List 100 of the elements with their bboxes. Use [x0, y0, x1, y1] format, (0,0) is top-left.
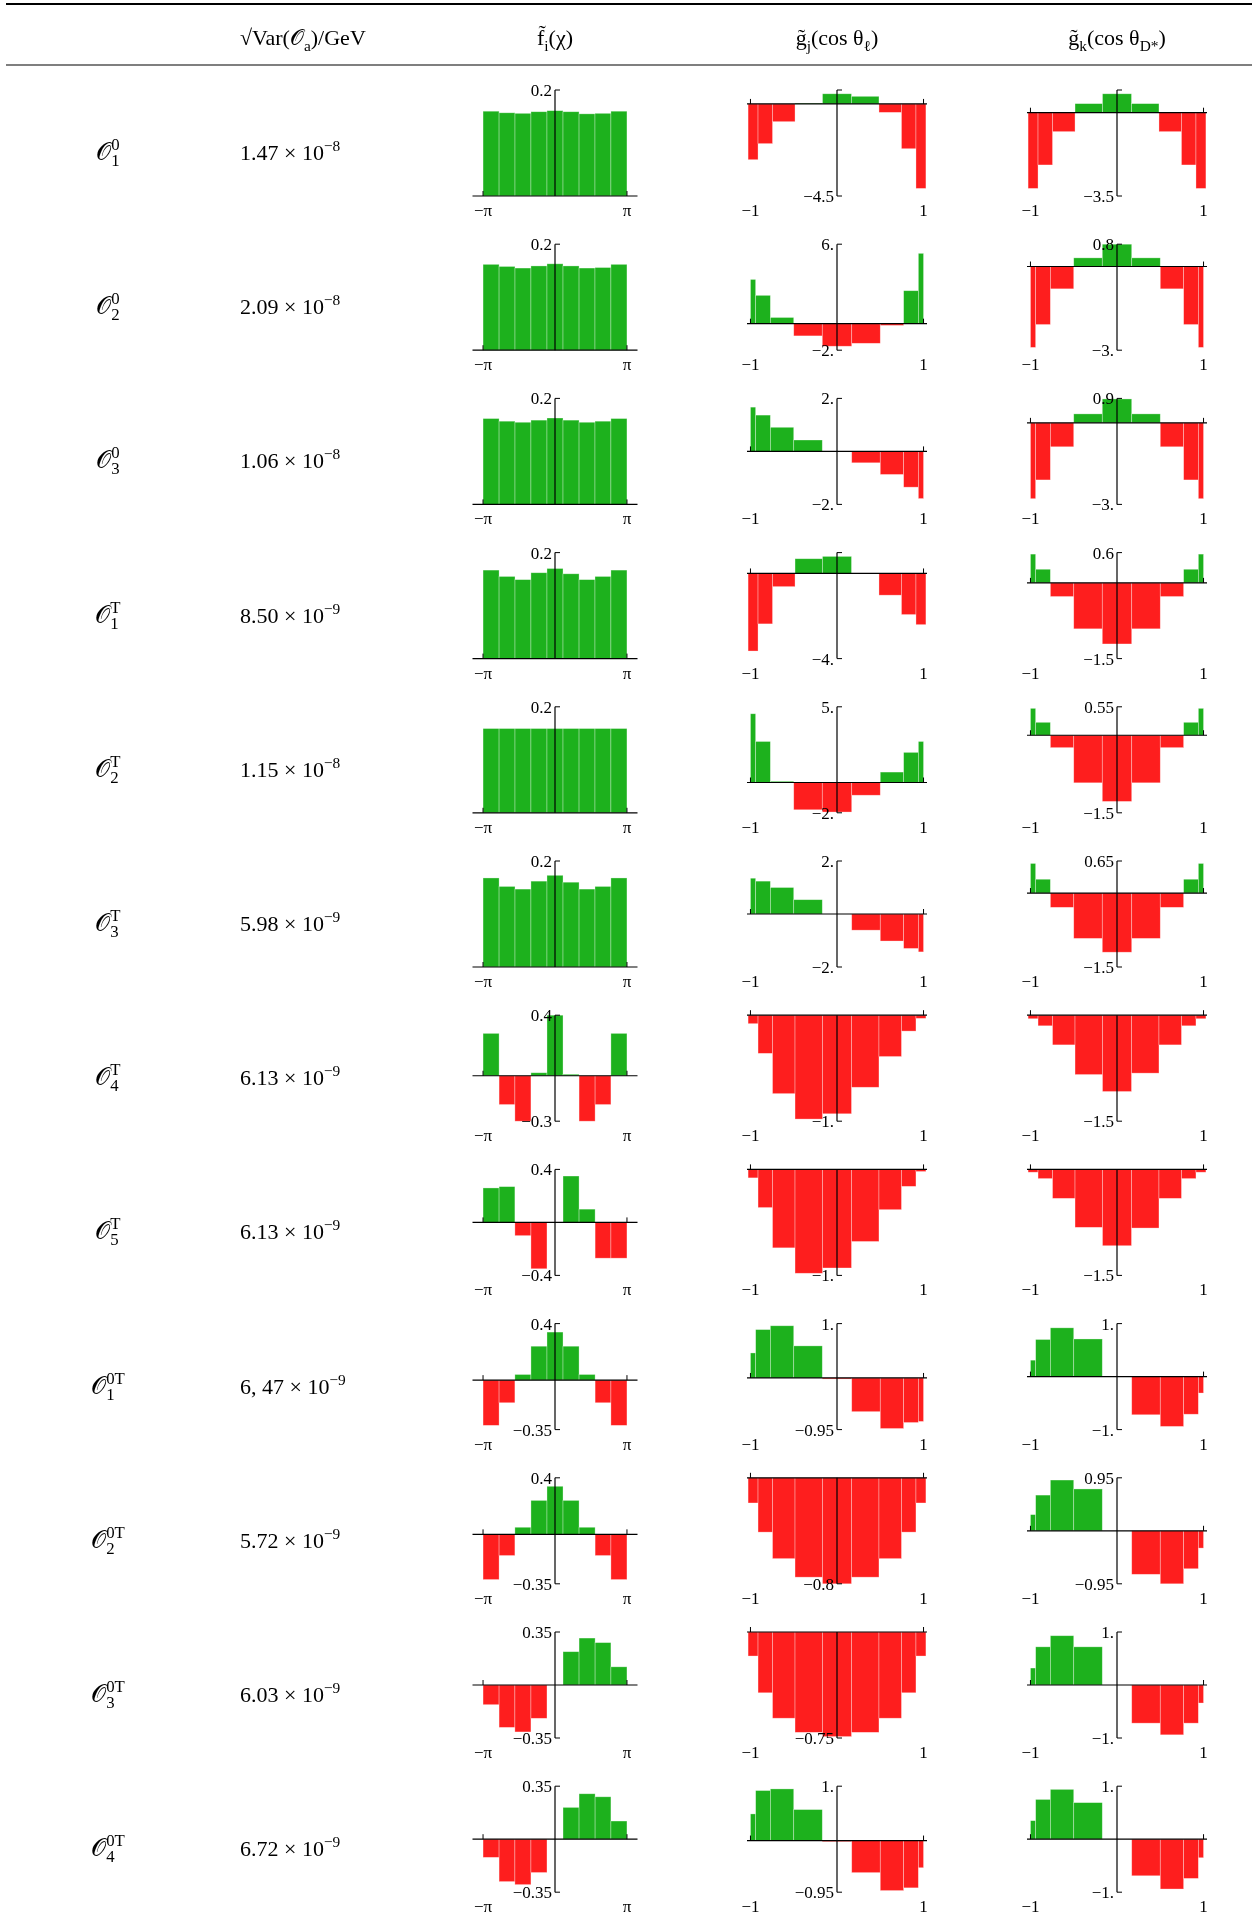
- y-tick-label: −1.5: [1083, 1266, 1114, 1286]
- x-tick-label: π: [622, 1126, 632, 1146]
- x-tick-label: 1: [1199, 1897, 1208, 1917]
- text: 6.03 × 10$^{−9}$: [240, 1678, 341, 1707]
- annotation: −3.5: [1083, 187, 1114, 206]
- x-tick-label: −1: [1021, 1588, 1040, 1608]
- x-tick-label: 1: [1199, 1743, 1208, 1762]
- annotation: −4.5: [803, 187, 834, 206]
- annotation: −4.: [811, 649, 834, 669]
- y-tick-label: −0.75: [794, 1729, 834, 1748]
- y-tick-label: −1.: [811, 1112, 834, 1132]
- x-tick-label: −π: [473, 201, 493, 220]
- text: 6.72 × 10$^{−9}$: [240, 1832, 341, 1862]
- y-tick-label: −3.: [1091, 341, 1114, 361]
- x-tick-label: 1: [919, 1743, 928, 1762]
- y-tick-label: 2.: [821, 389, 834, 409]
- text: 5.72 × 10$^{−9}$: [240, 1524, 341, 1553]
- x-tick-label: −π: [473, 663, 493, 683]
- y-tick-label: −1.: [1091, 1883, 1114, 1903]
- x-tick-label: π: [622, 1743, 632, 1762]
- y-tick-label: 6.: [821, 235, 834, 255]
- text: 6, 47 × 10$^{−9}$: [240, 1370, 347, 1399]
- y-tick-label: −0.4: [521, 1266, 553, 1286]
- x-tick-label: 1: [919, 509, 928, 529]
- y-tick-label: 1.: [821, 1314, 834, 1334]
- y-tick-label: 0.4: [530, 1314, 553, 1334]
- x-tick-label: 1: [919, 201, 928, 220]
- x-tick-label: π: [622, 1280, 632, 1300]
- y-tick-label: 0.4: [530, 1468, 553, 1488]
- text: f̃$_{i}$(χ): [536, 24, 574, 54]
- x-tick-label: 1: [919, 972, 928, 991]
- y-tick-label: 0.2: [530, 852, 552, 871]
- y-tick-label: −2.: [811, 341, 834, 361]
- x-tick-label: 1: [1199, 972, 1208, 991]
- y-tick-label: 1.: [1101, 1623, 1114, 1642]
- x-tick-label: 1: [919, 817, 928, 837]
- x-tick-label: −1: [741, 1126, 760, 1146]
- x-tick-label: 1: [919, 1897, 928, 1917]
- x-tick-label: −1: [1021, 1126, 1040, 1146]
- y-tick-label: 1.: [1101, 1777, 1114, 1797]
- y-tick-label: 0.2: [530, 697, 552, 717]
- x-tick-label: 1: [919, 355, 928, 375]
- x-tick-label: −1: [741, 1434, 760, 1454]
- text: 6.13 × 10$^{−9}$: [240, 1216, 341, 1245]
- y-tick-label: 0.2: [530, 543, 552, 563]
- y-tick-label: −1.5: [1083, 1112, 1114, 1132]
- text: 8.50 × 10$^{−9}$: [240, 599, 341, 628]
- x-tick-label: −1: [1021, 1743, 1040, 1762]
- y-tick-label: 0.2: [530, 389, 552, 409]
- x-tick-label: π: [622, 663, 632, 683]
- text: 1.15 × 10$^{−8}$: [240, 753, 341, 782]
- y-tick-label: 5.: [821, 697, 834, 717]
- x-tick-label: π: [622, 972, 632, 991]
- y-tick-label: 0.9: [1092, 389, 1114, 409]
- y-tick-label: −1.: [1091, 1420, 1114, 1440]
- x-tick-label: −1: [741, 663, 760, 683]
- x-tick-label: −1: [741, 817, 760, 837]
- y-tick-label: −1.5: [1083, 649, 1114, 669]
- x-tick-label: −1: [1021, 817, 1040, 837]
- x-tick-label: −π: [473, 1280, 493, 1300]
- y-tick-label: −2.: [811, 495, 834, 515]
- text: g̃$_{k}$(cos θ$_{D*}$): [1068, 25, 1166, 54]
- y-tick-label: 0.55: [1084, 697, 1114, 717]
- x-tick-label: 1: [1199, 1434, 1208, 1454]
- y-tick-label: −0.8: [803, 1574, 834, 1594]
- x-tick-label: −π: [473, 1743, 493, 1762]
- text: 1.47 × 10$^{−8}$: [240, 136, 341, 165]
- text: 2.09 × 10$^{−8}$: [240, 290, 341, 320]
- x-tick-label: −π: [473, 1126, 493, 1146]
- y-tick-label: −0.95: [1074, 1574, 1114, 1594]
- x-tick-label: 1: [1199, 1126, 1208, 1146]
- y-tick-label: 0.6: [1092, 543, 1114, 563]
- x-tick-label: −1: [1021, 201, 1040, 220]
- y-tick-label: −0.3: [521, 1112, 552, 1132]
- x-tick-label: 1: [1199, 817, 1208, 837]
- x-tick-label: 1: [919, 663, 928, 683]
- x-tick-label: −1: [741, 355, 760, 375]
- x-tick-label: 1: [1199, 201, 1208, 220]
- x-tick-label: 1: [1199, 663, 1208, 683]
- x-tick-label: −1: [1021, 1280, 1040, 1300]
- y-tick-label: −0.35: [512, 1420, 552, 1440]
- x-tick-label: −π: [473, 1897, 493, 1917]
- x-tick-label: −1: [1021, 355, 1040, 375]
- x-tick-label: −1: [741, 1280, 760, 1300]
- x-tick-label: π: [622, 509, 632, 529]
- y-tick-label: −1.: [811, 1266, 834, 1286]
- x-tick-label: π: [622, 1434, 632, 1454]
- x-tick-label: −π: [473, 509, 493, 529]
- y-tick-label: 0.35: [522, 1777, 552, 1797]
- x-tick-label: −1: [1021, 1434, 1040, 1454]
- y-tick-label: 1.: [821, 1777, 834, 1797]
- x-tick-label: π: [622, 1588, 632, 1608]
- x-tick-label: 1: [919, 1280, 928, 1300]
- y-tick-label: −2.: [811, 958, 834, 977]
- x-tick-label: −1: [741, 1588, 760, 1608]
- x-tick-label: π: [622, 201, 632, 220]
- y-tick-label: 0.95: [1084, 1468, 1114, 1488]
- x-tick-label: 1: [1199, 509, 1208, 529]
- y-tick-label: 0.4: [530, 1006, 553, 1026]
- x-tick-label: −π: [473, 817, 493, 837]
